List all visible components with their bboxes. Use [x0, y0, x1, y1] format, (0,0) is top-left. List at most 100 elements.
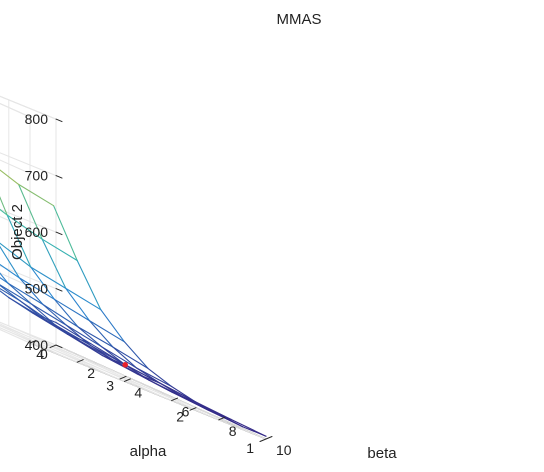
surface-line-beta: [112, 346, 138, 369]
z-tick-label: 700: [25, 168, 49, 184]
surface-line-alpha: [7, 282, 44, 306]
beta-tick-label: 6: [182, 404, 190, 420]
gridline-alpha-floor: [29, 342, 267, 440]
z-tick-label: 600: [25, 224, 49, 240]
surface-line-alpha: [183, 396, 220, 415]
gridline-alpha-floor: [0, 327, 197, 409]
surface-line-alpha: [55, 321, 92, 345]
beta-tick-mark: [218, 416, 226, 421]
surface-line-beta: [41, 238, 67, 289]
surface-line-alpha: [65, 287, 102, 311]
alpha-tick-mark: [189, 407, 197, 411]
surface-mesh: [0, 169, 267, 437]
gridline-beta-floor: [0, 325, 125, 382]
gridline-beta-floor: [0, 327, 78, 363]
alpha-tick-label: 2: [176, 409, 184, 425]
gridline-beta-floor: [8, 325, 220, 421]
surface-line-alpha: [19, 300, 56, 326]
surface-line-beta: [6, 214, 32, 268]
surface-line-alpha: [6, 214, 43, 240]
surface-line-alpha: [160, 383, 197, 403]
surface-line-beta: [147, 367, 173, 388]
beta-tick-label: 4: [134, 384, 142, 400]
surface-line-beta: [0, 196, 8, 216]
gridline-z-left-pane: [0, 152, 57, 177]
surface-line-beta: [18, 183, 43, 240]
beta-tick-mark: [29, 340, 37, 344]
surface-line-beta: [53, 298, 79, 328]
surface-line-alpha: [42, 303, 79, 328]
surface-line-beta: [100, 309, 125, 343]
z-tick-label: 400: [25, 337, 49, 353]
surface-line-beta: [31, 303, 56, 326]
surface-line-beta: [7, 282, 33, 305]
surface-line-beta: [65, 287, 90, 322]
surface-line-alpha: [31, 312, 68, 335]
beta-tick-label: 10: [276, 442, 292, 458]
alpha-tick-label: 3: [106, 377, 114, 393]
surface-line-alpha: [18, 277, 55, 300]
z-tick-mark: [55, 288, 63, 292]
surface-line-alpha: [0, 277, 9, 284]
surface-line-beta: [42, 303, 68, 326]
alpha-tick-label: 1: [246, 440, 254, 456]
surface-line-alpha: [101, 346, 138, 369]
beta-axis-label: beta: [367, 445, 397, 462]
z-tick-mark: [55, 344, 63, 349]
surface-line-alpha: [43, 318, 80, 341]
beta-tick-mark: [171, 397, 179, 402]
surface-line-alpha: [53, 298, 90, 322]
beta-tick-mark: [265, 436, 273, 440]
surface-line-beta: [76, 259, 102, 311]
surface-line-alpha: [88, 320, 125, 343]
surface-line-beta: [0, 290, 10, 299]
z-axis-label: Object 2: [9, 204, 26, 260]
chart-title: MMAS: [277, 11, 322, 28]
z-tick-label: 500: [25, 281, 49, 297]
surface-line-alpha: [171, 391, 208, 411]
surface-line-alpha: [136, 367, 173, 388]
surface-line-alpha: [206, 409, 243, 428]
surface-line-alpha: [78, 339, 115, 361]
surface-line-alpha: [0, 242, 32, 268]
surface-line-alpha: [230, 418, 267, 437]
surface-line-alpha: [0, 208, 8, 216]
alpha-axis-label: alpha: [130, 443, 167, 460]
surface-line-alpha: [77, 326, 114, 348]
surface-line-alpha: [125, 364, 162, 385]
surface-line-alpha: [31, 303, 68, 326]
surface-line-alpha: [41, 238, 78, 262]
gridline-z-left-pane: [0, 95, 57, 120]
surface-line-alpha: [18, 183, 55, 207]
surface-line-beta: [0, 245, 20, 279]
surface-line-alpha: [0, 287, 21, 302]
z-tick-mark: [55, 118, 63, 123]
alpha-tick-mark: [119, 375, 127, 380]
alpha-tick-mark: [259, 438, 267, 442]
gridline-alpha-floor: [0, 321, 57, 346]
alpha-tick-label: 4: [36, 346, 44, 362]
z-tick-mark: [55, 231, 63, 236]
surface-line-beta: [18, 277, 44, 306]
z-tick-mark: [55, 175, 63, 179]
surface-line-alpha: [30, 266, 67, 289]
surface-line-alpha: [136, 373, 173, 393]
gridline-beta-floor: [0, 323, 173, 402]
surface-line-alpha: [101, 354, 138, 375]
surface-line-beta: [77, 326, 103, 348]
gridline-beta-floor: [55, 344, 267, 440]
surface-line-alpha: [112, 346, 149, 369]
gridline-z-left-pane: [0, 208, 57, 233]
surface-line-beta: [123, 341, 149, 369]
surface-line-alpha: [66, 324, 103, 348]
beta-tick-label: 2: [87, 365, 95, 381]
beta-tick-label: 8: [229, 423, 237, 439]
surface-line-alpha: [66, 333, 103, 357]
surface-line-beta: [30, 266, 55, 300]
beta-tick-mark: [76, 359, 84, 363]
surface-line-alpha: [8, 297, 45, 320]
surface-line-alpha: [0, 169, 20, 185]
z-tick-label: 800: [25, 111, 49, 127]
